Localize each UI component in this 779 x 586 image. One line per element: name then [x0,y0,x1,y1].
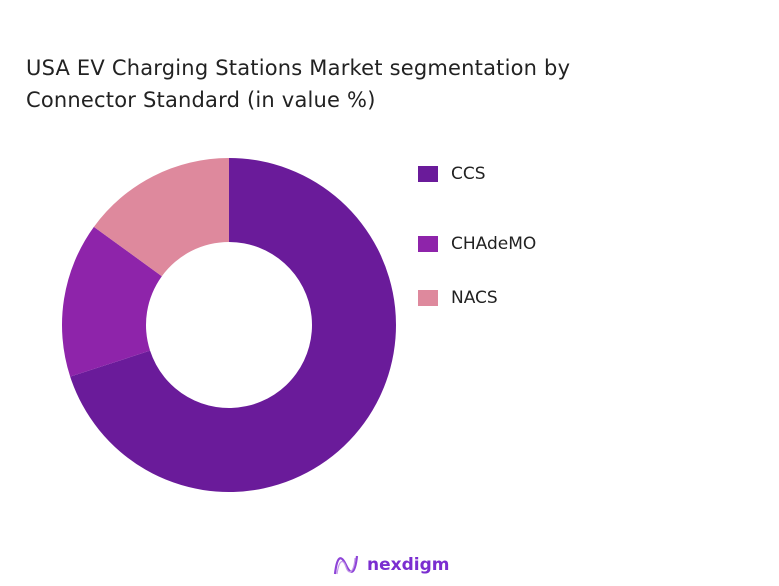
logo-text: nexdigm [367,555,450,575]
chart-title: USA EV Charging Stations Market segmenta… [26,52,570,116]
legend-swatch [418,236,438,252]
chart-title-line-2: Connector Standard (in value %) [26,88,376,112]
legend-label: CCS [451,164,486,184]
legend-label: NACS [451,288,498,308]
donut-slice-ccs [70,158,397,492]
legend-label: CHAdeMO [451,234,537,254]
chart-title-line-1: USA EV Charging Stations Market segmenta… [26,56,571,80]
legend-item-nacs: NACS [418,288,498,308]
legend-item-chademo: CHAdeMO [418,234,536,254]
nexdigm-logo-icon [333,555,359,575]
legend-item-ccs: CCS [418,164,486,184]
donut-slice-chademo [62,226,162,377]
donut-slice-nacs [93,158,229,277]
legend-swatch [418,290,438,306]
nexdigm-logo: nexdigm [333,552,449,578]
legend-swatch [418,166,438,182]
